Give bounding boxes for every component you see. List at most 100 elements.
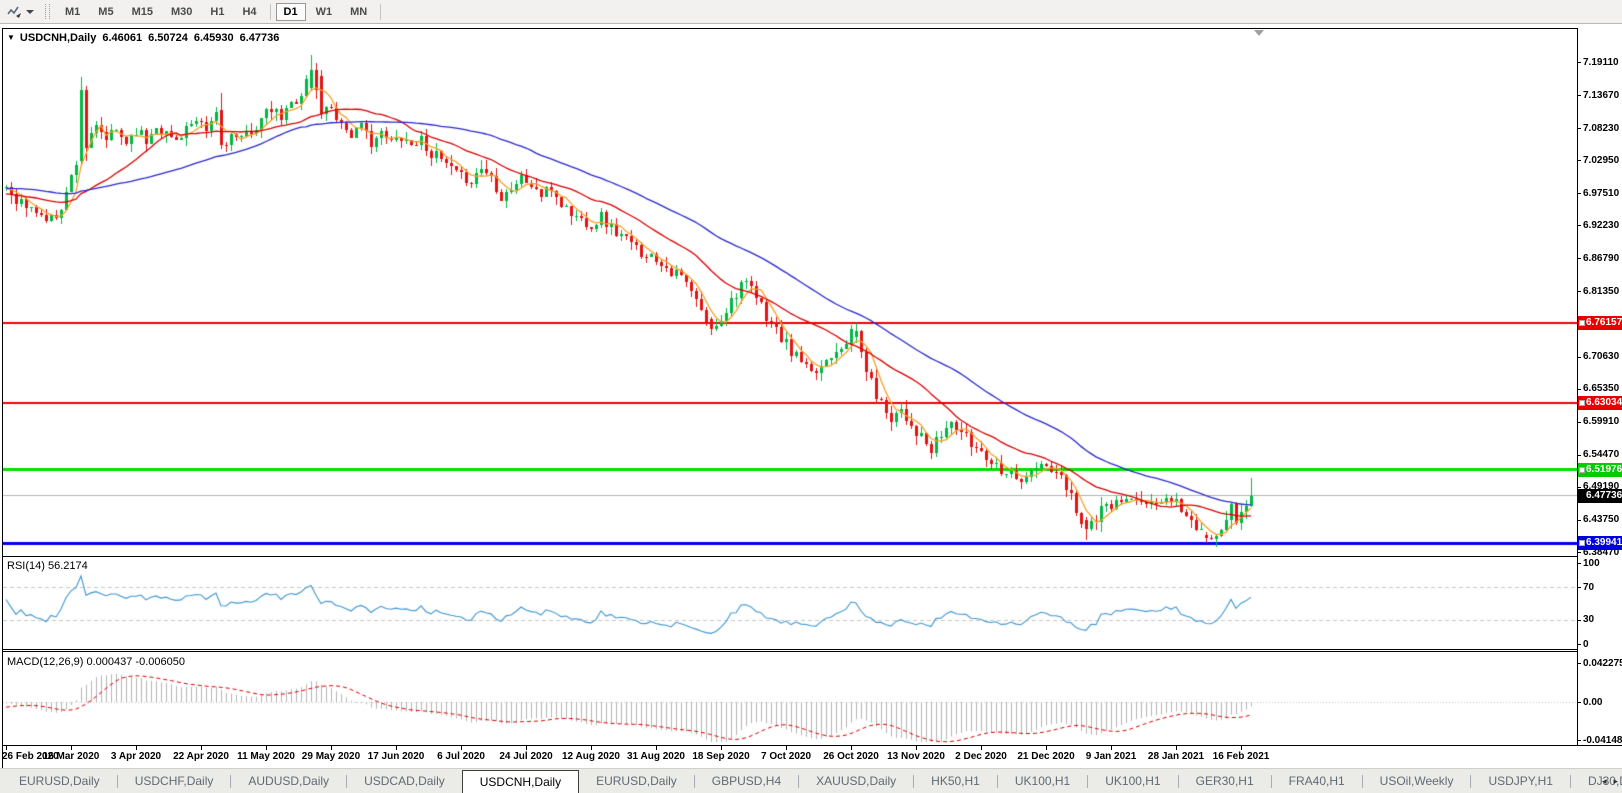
date-tick — [981, 746, 982, 750]
tab-usdcnh-daily[interactable]: USDCNH,Daily — [461, 769, 580, 793]
chart-title: ▼ USDCNH,Daily 6.46061 6.50724 6.45930 6.4773… — [7, 32, 285, 44]
price-tag-6.39941[interactable]: 6.39941 — [1578, 536, 1622, 550]
price-tick-dash — [1577, 62, 1581, 63]
collapse-arrow-icon[interactable]: ▼ — [7, 33, 15, 42]
tab-dj30-daily[interactable]: DJ30,Daily — [1587, 774, 1622, 788]
macd-axis-label: 0.042275 — [1583, 658, 1622, 669]
date-tick — [136, 746, 137, 750]
price-tick-label: 7.19110 — [1583, 57, 1619, 68]
price-tick-dash — [1577, 193, 1581, 194]
price-tick-label: 6.43750 — [1583, 514, 1620, 525]
tab-scroll-right-icon[interactable]: ▸ — [1613, 776, 1618, 786]
tab-usdcad-daily[interactable]: USDCAD,Daily — [364, 774, 445, 788]
rsi-panel-canvas[interactable] — [3, 557, 1577, 649]
ohlc-high: 6.50724 — [148, 32, 188, 44]
tab-separator — [913, 774, 915, 788]
cursor-tool-icon — [7, 6, 21, 18]
price-tag-6.47736: 6.47736 — [1578, 489, 1622, 503]
tab-separator — [798, 774, 800, 788]
tab-uk100-h1[interactable]: UK100,H1 — [1105, 774, 1161, 788]
rsi-macd-splitter-b[interactable] — [2, 651, 1577, 652]
tab-separator — [996, 774, 998, 788]
macd-panel-canvas[interactable] — [3, 652, 1577, 744]
rsi-axis-label: 100 — [1583, 558, 1600, 569]
tab-usoil-weekly[interactable]: USOil,Weekly — [1379, 774, 1454, 788]
timeframe-button-m30[interactable]: M30 — [170, 5, 193, 18]
date-label: 16 Feb 2021 — [1212, 751, 1270, 762]
tab-eurusd-daily[interactable]: EURUSD,Daily — [596, 774, 677, 788]
tab-audusd-daily[interactable]: AUDUSD,Daily — [248, 774, 330, 788]
date-label: 12 Aug 2020 — [562, 751, 620, 762]
price-tick-label: 6.92230 — [1583, 220, 1620, 231]
tab-usdjpy-h1[interactable]: USDJPY,H1 — [1488, 774, 1553, 788]
tab-ger30-h1[interactable]: GER30,H1 — [1195, 774, 1254, 788]
timeframe-button-m15[interactable]: M15 — [131, 5, 153, 18]
timeframe-button-group: M1 M5 M15 M30 H1 H4 D1 W1 MN — [56, 2, 385, 21]
timeframe-button-h1[interactable]: H1 — [210, 5, 225, 18]
ohlc-low: 6.45930 — [193, 32, 234, 44]
chart-border-top — [2, 28, 1577, 29]
date-label: 7 Oct 2020 — [760, 751, 812, 762]
timeframe-button-h4[interactable]: H4 — [242, 5, 257, 18]
tab-uk100-h1[interactable]: UK100,H1 — [1014, 774, 1071, 788]
date-tick — [721, 746, 722, 750]
price-tag-6.63034[interactable]: 6.63034 — [1578, 396, 1622, 410]
chart-symbol-period: USDCNH,Daily — [19, 32, 97, 44]
tab-scroll-left-icon[interactable]: ◂ — [1601, 776, 1607, 786]
line-drag-handle[interactable] — [1579, 400, 1585, 406]
timeframe-button-d1[interactable]: D1 — [275, 2, 306, 21]
line-drag-handle[interactable] — [1579, 467, 1585, 473]
macd-axis-label: 0.00 — [1583, 697, 1603, 708]
price-tick-label: 6.81350 — [1583, 286, 1620, 297]
chart-tabs: EURUSD,Daily USDCHF,Daily AUDUSD,Daily USDC… — [2, 769, 1622, 793]
tab-scroll-buttons: ◂ ▸ — [1602, 769, 1618, 793]
date-label: 28 Jan 2021 — [1147, 751, 1205, 762]
price-tick-label: 6.54470 — [1583, 449, 1620, 460]
price-axis-separator — [1577, 28, 1578, 746]
date-tick — [331, 746, 332, 750]
price-tag-6.76157[interactable]: 6.76157 — [1578, 316, 1622, 330]
chart-border-left — [2, 28, 3, 768]
line-drag-handle[interactable] — [1579, 320, 1585, 326]
tab-hk50-h1[interactable]: HK50,H1 — [931, 774, 980, 788]
timeframe-button-m5[interactable]: M5 — [98, 5, 114, 18]
main-chart-canvas[interactable] — [3, 29, 1577, 556]
price-tick-dash — [1577, 520, 1581, 521]
date-tick — [396, 746, 397, 750]
date-tick — [71, 746, 72, 750]
price-tag-6.51976[interactable]: 6.51976 — [1578, 463, 1622, 477]
price-tick-dash — [1577, 389, 1581, 390]
rsi-tick-dash — [1577, 563, 1581, 564]
rsi-axis-label: 70 — [1583, 582, 1595, 593]
tab-xauusd-daily[interactable]: XAUUSD,Daily — [816, 774, 897, 788]
tab-usdchf-daily[interactable]: USDCHF,Daily — [134, 774, 214, 788]
tab-separator — [1470, 774, 1472, 788]
timeframe-button-w1[interactable]: W1 — [315, 5, 333, 18]
tab-separator — [1177, 774, 1179, 788]
price-tick-label: 6.38470 — [1583, 547, 1620, 558]
date-tick — [266, 746, 267, 750]
main-rsi-splitter[interactable] — [2, 556, 1577, 557]
date-tick — [851, 746, 852, 750]
cursor-tool-button[interactable] — [4, 3, 37, 21]
price-tick-label: 6.86790 — [1583, 253, 1620, 264]
price-tick-label: 7.13670 — [1583, 90, 1620, 101]
chart-shift-marker-icon[interactable] — [1254, 30, 1264, 36]
date-tick — [916, 746, 917, 750]
rsi-axis-label: 30 — [1583, 614, 1595, 625]
tab-separator — [1087, 774, 1089, 788]
timeframe-button-mn[interactable]: MN — [350, 5, 368, 18]
timeframe-button-m1[interactable]: M1 — [65, 5, 81, 18]
tab-fra40-h1[interactable]: FRA40,H1 — [1288, 774, 1345, 788]
date-tick — [656, 746, 657, 750]
date-tick — [461, 746, 462, 750]
toolbar-grip[interactable] — [45, 4, 50, 19]
tab-eurusd-daily[interactable]: EURUSD,Daily — [19, 774, 100, 788]
tab-gbpusd-h4[interactable]: GBPUSD,H4 — [711, 774, 782, 788]
line-drag-handle[interactable] — [1579, 540, 1585, 546]
rsi-macd-splitter-a[interactable] — [2, 649, 1577, 650]
date-label: 22 Apr 2020 — [173, 751, 229, 762]
date-label: 2 Dec 2020 — [955, 751, 1007, 762]
ohlc-close: 6.47736 — [239, 32, 280, 44]
date-axis-border — [2, 745, 1622, 746]
